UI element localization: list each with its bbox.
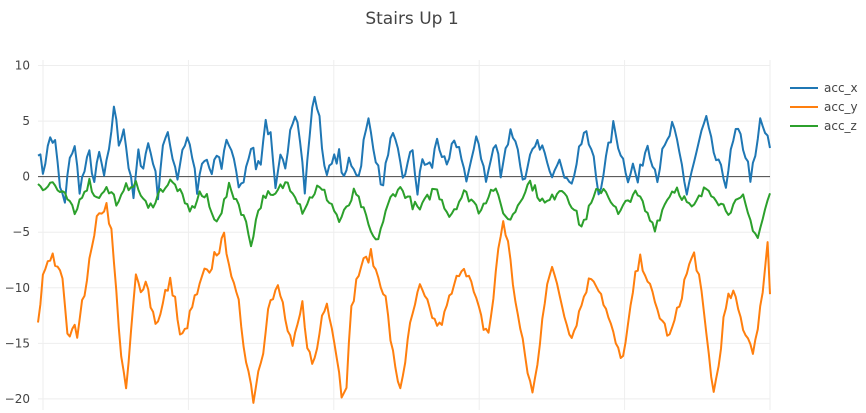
legend-label: acc_x xyxy=(824,81,858,95)
y-tick-label: 10 xyxy=(15,59,30,73)
grid-layer xyxy=(38,60,771,410)
series-line-acc-x xyxy=(37,95,771,204)
y-tick-label: −10 xyxy=(5,281,30,295)
y-axis-ticks: 10 5 0 −5 −10 −15 −20 xyxy=(5,59,30,406)
legend-label: acc_y xyxy=(824,100,858,114)
legend-label: acc_z xyxy=(824,119,857,133)
legend-item-acc-y[interactable]: acc_y xyxy=(790,100,858,114)
series-layer xyxy=(37,95,771,404)
y-tick-label: −5 xyxy=(12,225,30,239)
legend-item-acc-z[interactable]: acc_z xyxy=(790,119,857,133)
y-tick-label: 5 xyxy=(22,114,30,128)
series-line-acc-z xyxy=(37,177,771,248)
series-line-acc-y xyxy=(37,202,771,404)
legend-item-acc-x[interactable]: acc_x xyxy=(790,81,858,95)
y-tick-label: −15 xyxy=(5,336,30,350)
legend[interactable]: acc_x acc_y acc_z xyxy=(790,81,858,133)
y-tick-label: −20 xyxy=(5,392,30,406)
y-tick-label: 0 xyxy=(22,170,30,184)
chart-title: Stairs Up 1 xyxy=(365,9,458,29)
